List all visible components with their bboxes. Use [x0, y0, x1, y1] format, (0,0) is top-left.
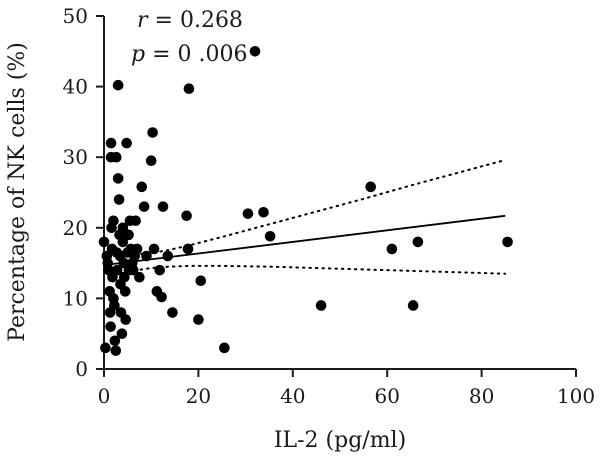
data-point: [182, 243, 194, 255]
data-point: [127, 264, 139, 276]
data-point: [147, 127, 158, 138]
x-ticks: 0 20 40 60 80 100: [98, 369, 595, 408]
y-tick-label: 0: [75, 357, 88, 381]
x-tick-label: 80: [469, 384, 494, 408]
data-point: [110, 151, 122, 163]
ci-upper-line: [107, 159, 507, 256]
data-point: [141, 250, 152, 262]
data-point: [112, 79, 124, 91]
data-point: [412, 236, 424, 248]
y-ticks: 0 10 20 30 40 50: [63, 4, 104, 381]
r-annotation: r = 0.268: [137, 8, 243, 33]
x-axis-title: IL-2 (pg/ml): [274, 428, 406, 453]
data-point: [119, 286, 131, 297]
data-point: [111, 264, 123, 276]
x-tick-label: 0: [98, 384, 111, 408]
data-point: [100, 342, 111, 354]
x-tick-label: 40: [280, 384, 305, 408]
data-point: [156, 291, 167, 303]
y-tick-label: 20: [63, 216, 88, 240]
confidence-band: [107, 159, 507, 277]
data-point: [98, 236, 110, 248]
data-point: [123, 229, 134, 241]
data-point: [157, 201, 169, 212]
data-point: [264, 230, 276, 242]
data-point: [116, 328, 128, 340]
data-point: [242, 208, 254, 219]
r-value: = 0.268: [148, 8, 243, 33]
x-tick-label: 60: [374, 384, 399, 408]
r-symbol: r: [137, 8, 149, 33]
regression-line: [108, 214, 506, 266]
y-tick-label: 10: [63, 286, 88, 310]
data-point: [249, 46, 261, 57]
data-points: [98, 46, 513, 356]
data-point: [120, 314, 132, 325]
data-point: [121, 137, 132, 149]
ci-lower-line: [107, 264, 507, 277]
data-point: [109, 335, 121, 347]
data-point: [110, 345, 122, 356]
data-point: [113, 194, 125, 205]
data-point: [386, 243, 398, 255]
data-point: [108, 215, 119, 227]
data-point: [136, 181, 148, 193]
data-point: [193, 314, 204, 325]
data-point: [138, 201, 150, 212]
data-point: [167, 307, 178, 318]
data-point: [195, 275, 207, 287]
data-point: [112, 173, 124, 184]
data-point: [131, 243, 143, 255]
data-point: [154, 264, 165, 276]
data-point: [502, 236, 513, 248]
y-axis-title: Percentage of NK cells (%): [5, 42, 30, 342]
p-annotation: p = 0 .006: [131, 42, 248, 67]
data-point: [365, 181, 376, 193]
data-point: [258, 206, 269, 218]
data-point: [145, 155, 157, 167]
axes: [103, 16, 576, 370]
data-point: [219, 342, 230, 354]
p-symbol: p: [131, 42, 145, 67]
y-tick-label: 40: [63, 75, 88, 99]
data-point: [315, 300, 327, 311]
y-tick-label: 30: [63, 145, 88, 169]
data-point: [162, 250, 174, 262]
data-point: [183, 83, 195, 95]
y-tick-label: 50: [63, 4, 88, 28]
x-tick-label: 100: [557, 384, 595, 408]
data-point: [181, 210, 192, 222]
x-tick-label: 20: [186, 384, 211, 408]
data-point: [407, 300, 419, 311]
data-point: [105, 321, 116, 332]
data-point: [117, 222, 129, 234]
p-value: = 0 .006: [145, 42, 247, 67]
data-point: [134, 271, 145, 283]
data-point: [105, 137, 117, 149]
data-point: [109, 300, 120, 311]
data-point: [117, 236, 129, 248]
data-point: [130, 215, 141, 227]
data-point: [148, 243, 160, 255]
